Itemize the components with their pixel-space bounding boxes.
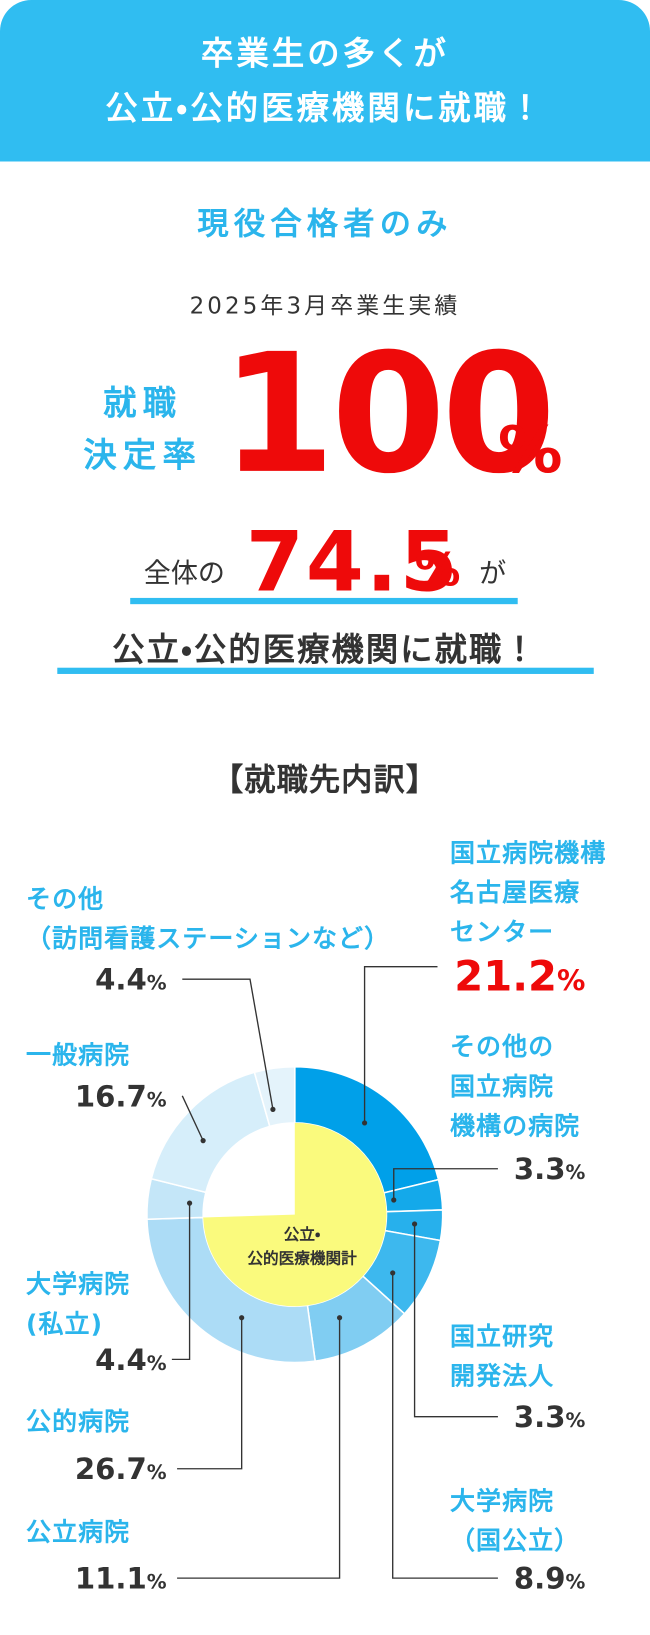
leader-dot bbox=[390, 1270, 396, 1276]
share-prefix: 全体の bbox=[143, 558, 226, 590]
chart-title: 【就職先内訳】 bbox=[211, 762, 439, 799]
leader-dot bbox=[239, 1315, 245, 1321]
share-text: 公立・公的医療機関に就職！ bbox=[112, 631, 538, 669]
segment-label: 国立病院機構 名古屋医療 センター bbox=[450, 838, 607, 947]
leader-line bbox=[393, 1168, 498, 1201]
value-label: 3.3% bbox=[513, 1152, 586, 1187]
value-label: 4.4% bbox=[95, 1342, 167, 1378]
leader-dot bbox=[200, 1138, 206, 1144]
leader-dot bbox=[411, 1221, 418, 1227]
rate-label: 就職 決定率 bbox=[83, 383, 203, 476]
underline bbox=[57, 667, 594, 674]
segment-label: 国立研究 開発法人 bbox=[450, 1321, 555, 1391]
leader-dot bbox=[361, 1120, 368, 1126]
share-unit: % bbox=[414, 543, 461, 597]
inner-label: 公立・ 公的医療機関計 bbox=[247, 1225, 357, 1268]
leader-line bbox=[171, 1203, 191, 1361]
header-title: 卒業生の多くが 公立・公的医療機関に就職！ bbox=[105, 35, 545, 128]
share-value: 74.5 bbox=[245, 513, 460, 611]
value-label: 4.4% bbox=[95, 962, 167, 997]
rate-value: 100 bbox=[220, 318, 556, 511]
value-label: 21.2% bbox=[454, 953, 586, 1002]
leader-line bbox=[363, 965, 438, 1123]
rate-unit: % bbox=[497, 411, 563, 488]
segment-label: 公立病院 bbox=[26, 1517, 131, 1547]
segment-label: 大学病院 （国公立） bbox=[450, 1486, 581, 1556]
leader-dot bbox=[186, 1200, 193, 1206]
value-label: 8.9% bbox=[513, 1561, 586, 1596]
period: 2025年3月卒業生実績 bbox=[189, 293, 461, 320]
value-label: 3.3% bbox=[513, 1400, 586, 1435]
leader-line bbox=[177, 1317, 341, 1579]
segment-label: 一般病院 bbox=[26, 1040, 131, 1070]
leader-line bbox=[177, 1317, 243, 1470]
leader-line bbox=[181, 1095, 204, 1141]
subtitle: 現役合格者のみ bbox=[197, 206, 453, 243]
leader-line bbox=[392, 1272, 498, 1579]
value-label: 16.7% bbox=[74, 1079, 167, 1114]
segment-label: その他の 国立病院 機構の病院 bbox=[450, 1032, 581, 1141]
share-suffix: が bbox=[479, 558, 507, 590]
leader-line bbox=[413, 1223, 498, 1418]
leader-dot bbox=[270, 1106, 276, 1112]
leader-line bbox=[182, 978, 274, 1110]
value-label: 11.1% bbox=[74, 1561, 167, 1596]
segment-label: 大学病院 (私立) bbox=[26, 1269, 131, 1339]
header: 卒業生の多くが 公立・公的医療機関に就職！ bbox=[0, 0, 650, 162]
value-label: 26.7% bbox=[74, 1452, 167, 1487]
underline bbox=[130, 597, 518, 605]
segment-label: その他 （訪問看護ステーションなど） bbox=[26, 884, 391, 954]
leader-dot bbox=[336, 1315, 343, 1321]
inner-pie bbox=[203, 1122, 387, 1307]
leader-dot bbox=[391, 1197, 397, 1203]
segment-label: 公的病院 bbox=[26, 1407, 131, 1437]
